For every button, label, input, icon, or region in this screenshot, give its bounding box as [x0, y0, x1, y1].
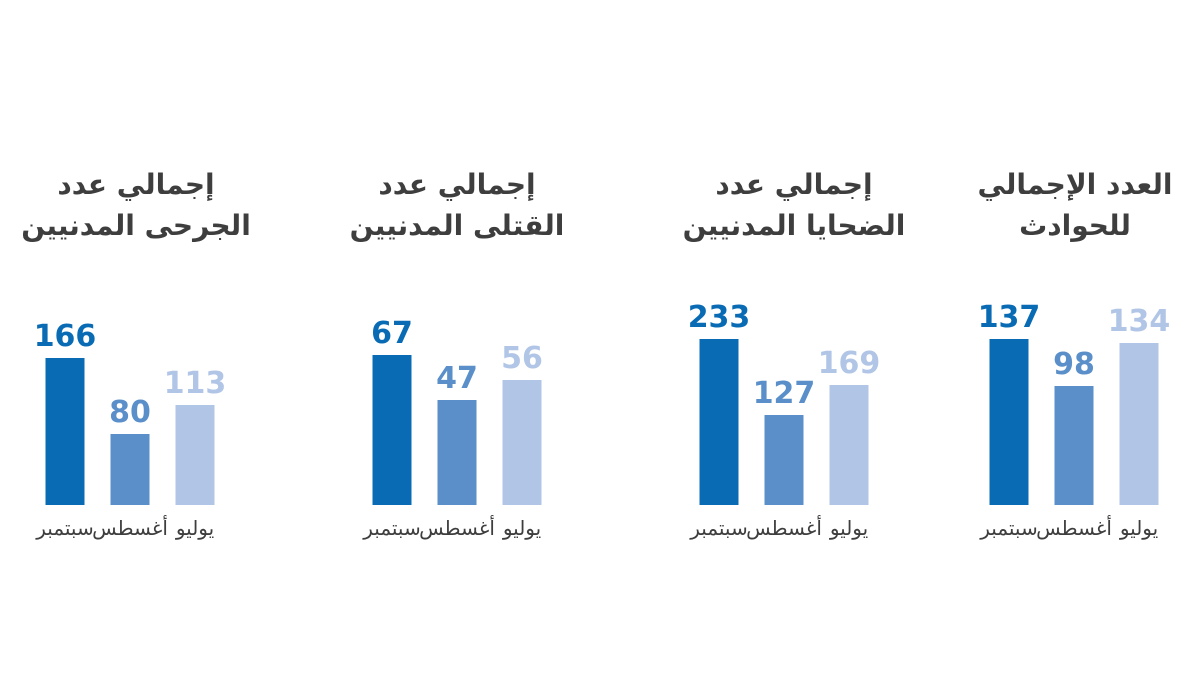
bar-group-september: 166 سبتمبر: [34, 322, 97, 541]
month-label-july: يوليو: [175, 516, 215, 540]
bar-group-august: 47 أغسطس: [419, 361, 495, 541]
month-label-september: سبتمبر: [36, 516, 94, 540]
bar-group-september: 233 سبتمبر: [688, 303, 751, 541]
bar-rect-august: [764, 415, 804, 505]
month-label-july: يوليو: [502, 516, 542, 540]
chart-column-civilian-deaths: إجمالي عدد القتلى المدنيين 67 سبتمبر 47 أغسطس…: [327, 0, 587, 695]
bar-value-label: 47: [436, 361, 478, 396]
bar-rect-september: [45, 358, 85, 505]
bar-value-label: 98: [1053, 347, 1095, 382]
bars-group: 233 سبتمبر 127 أغسطس 169 يوليو: [688, 303, 881, 541]
bar-rect-september: [989, 339, 1029, 505]
bar-group-july: 169 يوليو: [818, 349, 881, 541]
bar-rect-september: [699, 339, 739, 505]
bar-group-july: 113 يوليو: [164, 369, 227, 541]
chart-title-civilian-injured: إجمالي عدد الجرحى المدنيين: [6, 164, 266, 247]
bar-value-label: 233: [687, 300, 751, 335]
bar-value-label: 166: [33, 319, 97, 354]
month-label-july: يوليو: [1119, 516, 1159, 540]
bar-rect-september: [372, 355, 412, 505]
month-label-september: سبتمبر: [363, 516, 421, 540]
month-label-july: يوليو: [829, 516, 869, 540]
chart-title-line: إجمالي عدد: [715, 168, 873, 201]
chart-column-civilian-casualties: إجمالي عدد الضحايا المدنيين 233 سبتمبر 127 أغ…: [654, 0, 914, 695]
chart-title-line: للحوادث: [1019, 209, 1131, 243]
chart-title-incidents-total: العدد الإجمالي للحوادث: [945, 164, 1200, 247]
bar-rect-july: [175, 405, 215, 505]
chart-title-line: إجمالي عدد: [378, 168, 536, 201]
bar-group-august: 127 أغسطس: [746, 379, 822, 541]
bar-rect-august: [437, 400, 477, 505]
chart-title-line: الضحايا المدنيين: [682, 209, 906, 243]
bar-value-label: 67: [371, 316, 413, 351]
bar-group-august: 98 أغسطس: [1036, 347, 1112, 541]
bar-rect-july: [502, 380, 542, 505]
chart-title-line: إجمالي عدد: [57, 168, 215, 201]
month-label-september: سبتمبر: [690, 516, 748, 540]
bar-rect-august: [110, 434, 150, 505]
bars-group: 67 سبتمبر 47 أغسطس 56 يوليو: [363, 316, 543, 541]
bar-value-label: 113: [163, 366, 227, 401]
bar-group-september: 67 سبتمبر: [363, 316, 420, 541]
bar-rect-july: [1119, 343, 1159, 505]
bar-value-label: 137: [977, 300, 1041, 335]
chart-title-civilian-casualties: إجمالي عدد الضحايا المدنيين: [664, 164, 924, 247]
bar-value-label: 169: [817, 346, 881, 381]
month-label-august: أغسطس: [92, 516, 168, 540]
chart-title-line: العدد الإجمالي: [977, 168, 1173, 201]
chart-column-civilian-injured: إجمالي عدد الجرحى المدنيين 166 سبتمبر 80 أغسط…: [0, 0, 260, 695]
bar-group-july: 134 يوليو: [1108, 307, 1171, 541]
chart-title-line: الجرحى المدنيين: [21, 209, 251, 243]
month-label-september: سبتمبر: [980, 516, 1038, 540]
chart-title-line: القتلى المدنيين: [349, 209, 565, 243]
bar-value-label: 56: [501, 341, 543, 376]
month-label-august: أغسطس: [1036, 516, 1112, 540]
bar-group-august: 80 أغسطس: [92, 395, 168, 541]
bar-rect-august: [1054, 386, 1094, 505]
bars-group: 166 سبتمبر 80 أغسطس 113 يوليو: [34, 322, 227, 541]
bar-rect-july: [829, 385, 869, 505]
bar-value-label: 80: [109, 395, 151, 430]
month-label-august: أغسطس: [419, 516, 495, 540]
bars-group: 137 سبتمبر 98 أغسطس 134 يوليو: [978, 303, 1171, 541]
chart-title-civilian-deaths: إجمالي عدد القتلى المدنيين: [327, 164, 587, 247]
bar-group-september: 137 سبتمبر: [978, 303, 1041, 541]
chart-column-incidents-total: العدد الإجمالي للحوادث 137 سبتمبر 98 أغسطس 134…: [944, 0, 1200, 695]
bar-value-label: 134: [1107, 304, 1171, 339]
bar-value-label: 127: [752, 376, 816, 411]
month-label-august: أغسطس: [746, 516, 822, 540]
bar-group-july: 56 يوليو: [501, 341, 543, 541]
